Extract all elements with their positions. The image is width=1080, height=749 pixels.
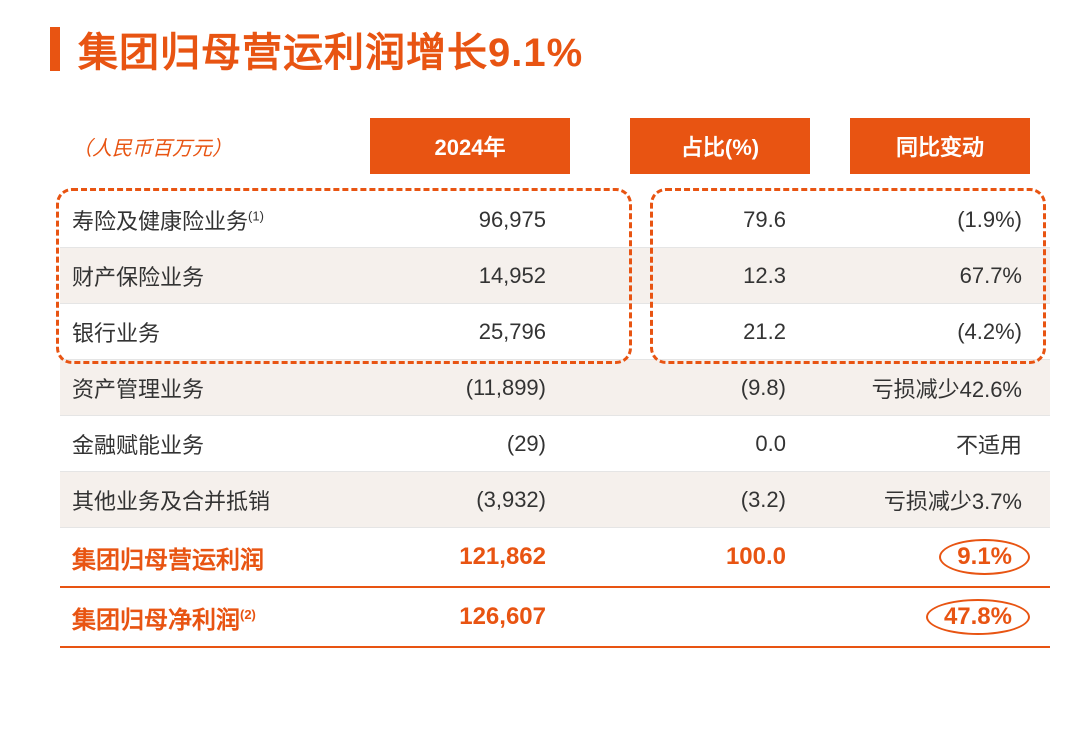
header-year: 2024年 — [370, 118, 570, 174]
summary-change: 47.8% — [850, 599, 1030, 635]
row-change: 亏损减少42.6% — [850, 372, 1030, 404]
header-change: 同比变动 — [850, 118, 1030, 174]
title-accent-bar — [50, 27, 60, 71]
row-change: (1.9%) — [850, 207, 1030, 233]
table: （人民币百万元） 2024年 占比(%) 同比变动 寿险及健康险业务(1) 96… — [50, 118, 1050, 648]
row-pct: (3.2) — [630, 487, 810, 513]
row-year: 14,952 — [370, 263, 570, 289]
row-year: (3,932) — [370, 487, 570, 513]
summary-year: 126,607 — [370, 603, 570, 631]
summary-year: 121,862 — [370, 543, 570, 571]
header-pct: 占比(%) — [630, 118, 810, 174]
row-pct: 12.3 — [630, 263, 810, 289]
table-row: 资产管理业务 (11,899) (9.8) 亏损减少42.6% — [60, 360, 1050, 416]
unit-label: （人民币百万元） — [60, 132, 370, 161]
summary-row: 集团归母净利润(2) 126,607 47.8% — [60, 588, 1050, 648]
summary-pct: 100.0 — [630, 543, 810, 571]
row-pct: 21.2 — [630, 319, 810, 345]
table-header-row: （人民币百万元） 2024年 占比(%) 同比变动 — [60, 118, 1050, 174]
row-pct: 0.0 — [630, 431, 810, 457]
row-label: 银行业务 — [60, 316, 370, 348]
row-year: 25,796 — [370, 319, 570, 345]
table-row: 其他业务及合并抵销 (3,932) (3.2) 亏损减少3.7% — [60, 472, 1050, 528]
row-year: (29) — [370, 431, 570, 457]
row-change: 亏损减少3.7% — [850, 484, 1030, 516]
summary-row: 集团归母营运利润 121,862 100.0 9.1% — [60, 528, 1050, 588]
row-change: (4.2%) — [850, 319, 1030, 345]
row-change: 不适用 — [850, 428, 1030, 460]
highlight-oval: 9.1% — [939, 539, 1030, 575]
footnote-marker: (1) — [248, 208, 264, 223]
row-pct: (9.8) — [630, 375, 810, 401]
row-label: 寿险及健康险业务(1) — [60, 204, 370, 236]
row-label: 其他业务及合并抵销 — [60, 484, 370, 516]
highlight-oval: 47.8% — [926, 599, 1030, 635]
page-title: 集团归母营运利润增长9.1% — [78, 20, 583, 78]
row-label: 金融赋能业务 — [60, 428, 370, 460]
footnote-marker: (2) — [240, 607, 256, 622]
slide: 集团归母营运利润增长9.1% （人民币百万元） 2024年 占比(%) 同比变动… — [0, 0, 1080, 668]
table-row: 财产保险业务 14,952 12.3 67.7% — [60, 248, 1050, 304]
row-pct: 79.6 — [630, 207, 810, 233]
row-year: 96,975 — [370, 207, 570, 233]
table-body: 寿险及健康险业务(1) 96,975 79.6 (1.9%) 财产保险业务 14… — [60, 192, 1050, 648]
table-row: 银行业务 25,796 21.2 (4.2%) — [60, 304, 1050, 360]
summary-change: 9.1% — [850, 539, 1030, 575]
row-label: 资产管理业务 — [60, 372, 370, 404]
row-label: 财产保险业务 — [60, 260, 370, 292]
row-year: (11,899) — [370, 375, 570, 401]
row-change: 67.7% — [850, 263, 1030, 289]
table-row: 金融赋能业务 (29) 0.0 不适用 — [60, 416, 1050, 472]
title-row: 集团归母营运利润增长9.1% — [50, 20, 1050, 78]
table-row: 寿险及健康险业务(1) 96,975 79.6 (1.9%) — [60, 192, 1050, 248]
summary-label: 集团归母净利润(2) — [60, 600, 370, 635]
summary-label: 集团归母营运利润 — [60, 540, 370, 575]
